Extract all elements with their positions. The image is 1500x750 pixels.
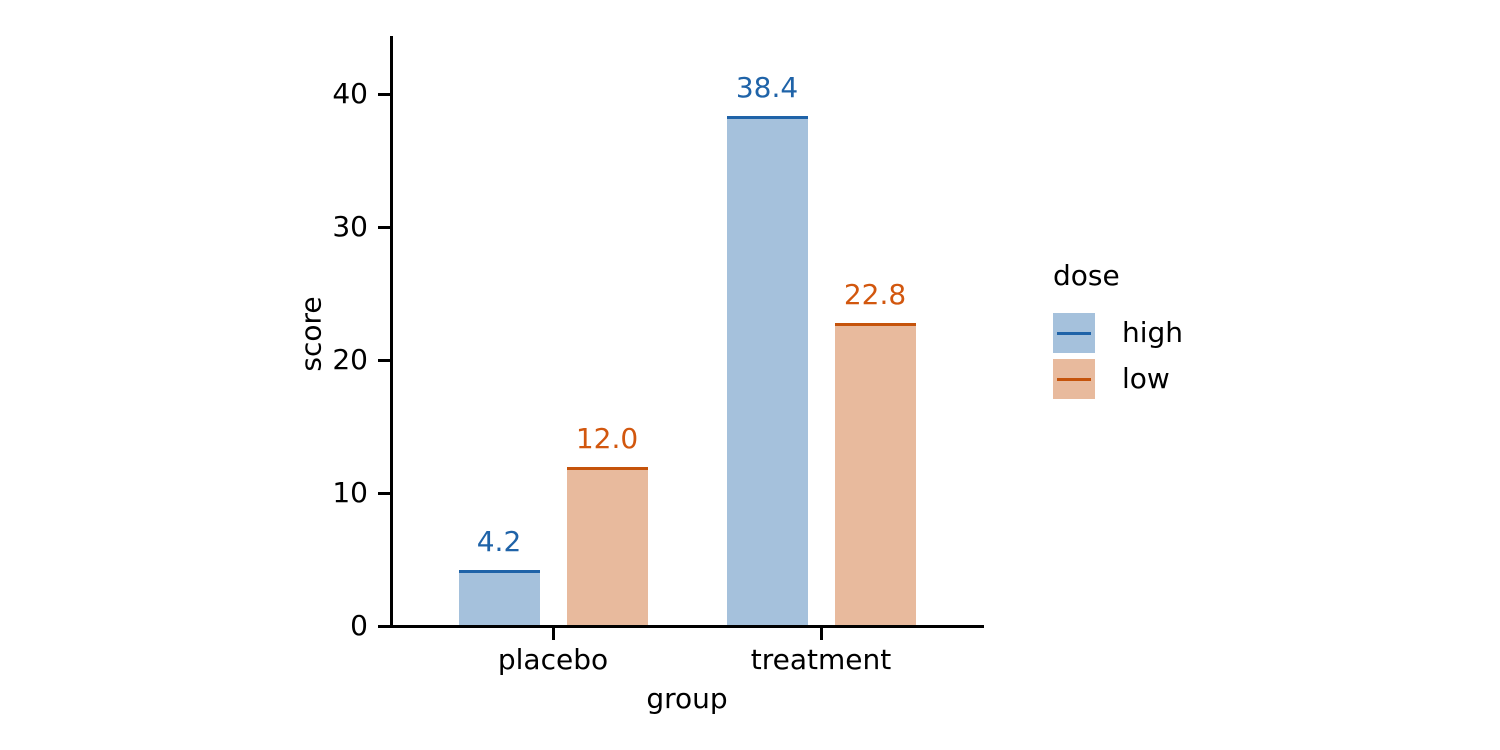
y-tick-mark (378, 491, 390, 495)
bar-value-label-low-treatment: 22.8 (843, 278, 907, 312)
y-tick-label: 30 (332, 210, 368, 244)
y-axis-title: score (294, 296, 328, 372)
y-tick-label: 40 (332, 77, 368, 111)
legend-label-low: low (1122, 362, 1170, 395)
y-tick-label: 0 (350, 609, 368, 642)
bar-high-placebo (458, 570, 540, 627)
x-tick-label-treatment: treatment (750, 643, 892, 676)
bar-value-label-high-placebo: 4.2 (476, 525, 522, 559)
x-tick-label-placebo: placebo (497, 643, 609, 676)
y-tick-mark (378, 358, 390, 362)
x-axis-line (390, 625, 984, 628)
y-tick-label: 10 (332, 476, 368, 510)
bar-value-label-high-treatment: 38.4 (735, 70, 799, 104)
x-axis-title: group (646, 682, 728, 715)
legend-label-high: high (1122, 316, 1184, 349)
y-tick-mark (378, 92, 390, 96)
bar-low-placebo (566, 466, 648, 627)
y-tick-mark (378, 624, 390, 628)
legend-swatch-line-low (1057, 377, 1091, 381)
y-tick-label: 20 (332, 343, 368, 377)
legend-title: dose (1053, 259, 1120, 292)
legend-swatch-high (1053, 313, 1095, 353)
y-tick-mark (378, 225, 390, 229)
bar-low-treatment (834, 323, 916, 627)
x-tick-mark (551, 628, 555, 640)
x-tick-mark (819, 628, 823, 640)
bar-high-treatment (726, 115, 808, 627)
legend-swatch-low (1053, 359, 1095, 399)
y-axis-line (390, 36, 393, 628)
bar-value-label-low-placebo: 12.0 (575, 421, 639, 455)
legend-swatch-line-high (1057, 331, 1091, 335)
